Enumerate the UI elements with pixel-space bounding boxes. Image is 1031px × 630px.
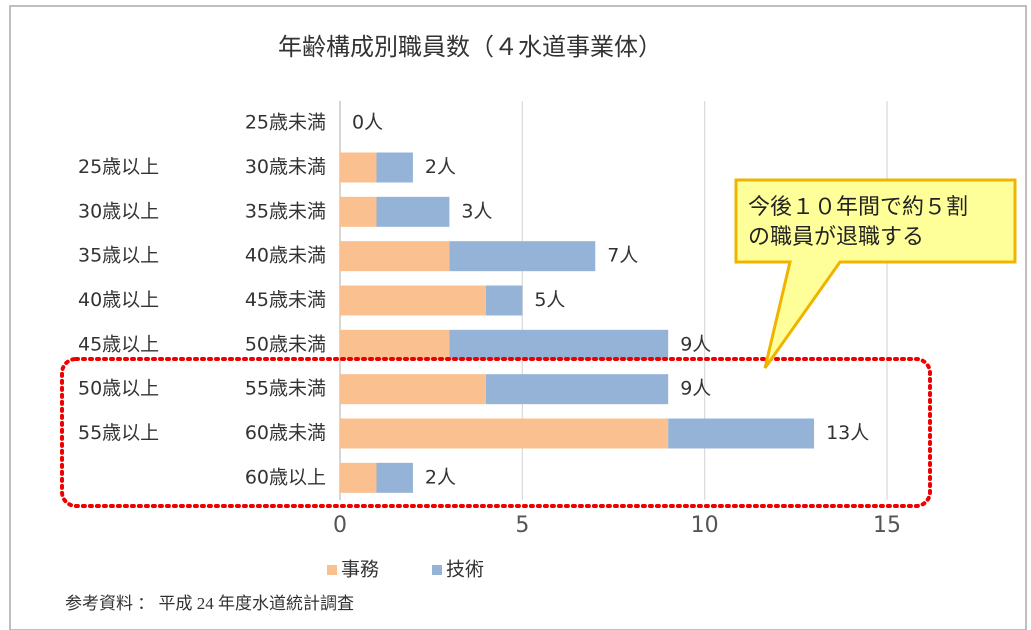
callout [734,178,1017,369]
bar-segment [340,196,377,227]
bar-segment [340,418,669,449]
total-label: 13人 [826,422,869,444]
source-note: 参考資料 ： 平成 24 年度水道統計調査 [65,594,354,613]
category-label: 45歳未満 [245,289,326,311]
bar-segment [340,285,486,316]
legend-label: 事務 [341,559,379,581]
category-label: 45歳以上 [78,333,159,355]
category-label: 30歳未満 [245,156,326,178]
x-tick-label: 0 [333,513,347,538]
bar-segment [485,285,523,316]
total-label: 2人 [425,156,456,178]
legend-swatch [432,565,442,575]
annotation: 今後１０年間で約５割 [748,195,968,220]
bar-segment [340,329,450,360]
total-label: 7人 [607,245,638,267]
total-label: 9人 [680,378,711,400]
total-label: 9人 [680,333,711,355]
bar-segment [376,196,450,227]
bar-segment [376,152,413,183]
legend-swatch [327,565,337,575]
total-label: 2人 [425,466,456,488]
bar-segment [485,374,669,405]
category-label: 25歳未満 [245,112,326,134]
frame [9,5,1027,630]
total-label: 0人 [352,112,383,134]
bar-segment [668,418,815,449]
highlight-box [60,357,932,508]
total-label: 3人 [461,200,492,222]
x-tick-label: 10 [691,513,719,538]
bar-segment [340,462,377,493]
x-tick-label: 15 [873,513,901,538]
bar-segment [376,462,413,493]
annotation: の職員が退職する [748,225,924,250]
legend-label: 技術 [446,559,484,581]
category-label: 40歳未満 [245,245,326,267]
x-tick-label: 5 [515,513,529,538]
category-label: 55歳以上 [78,422,159,444]
chart-title: 年齢構成別職員数（４水道事業体） [278,33,662,61]
category-label: 55歳未満 [245,378,326,400]
total-label: 5人 [534,289,565,311]
category-label: 50歳未満 [245,333,326,355]
category-label: 35歳以上 [78,245,159,267]
category-label: 35歳未満 [245,200,326,222]
category-label: 25歳以上 [78,156,159,178]
bar-segment [340,374,486,405]
category-label: 40歳以上 [78,289,159,311]
category-label: 30歳以上 [78,200,159,222]
bar-segment [340,152,377,183]
category-label: 50歳以上 [78,378,159,400]
category-label: 60歳未満 [245,422,326,444]
bar-segment [449,329,669,360]
bar-segment [449,241,596,272]
bar-segment [340,241,450,272]
category-label: 60歳以上 [245,466,326,488]
